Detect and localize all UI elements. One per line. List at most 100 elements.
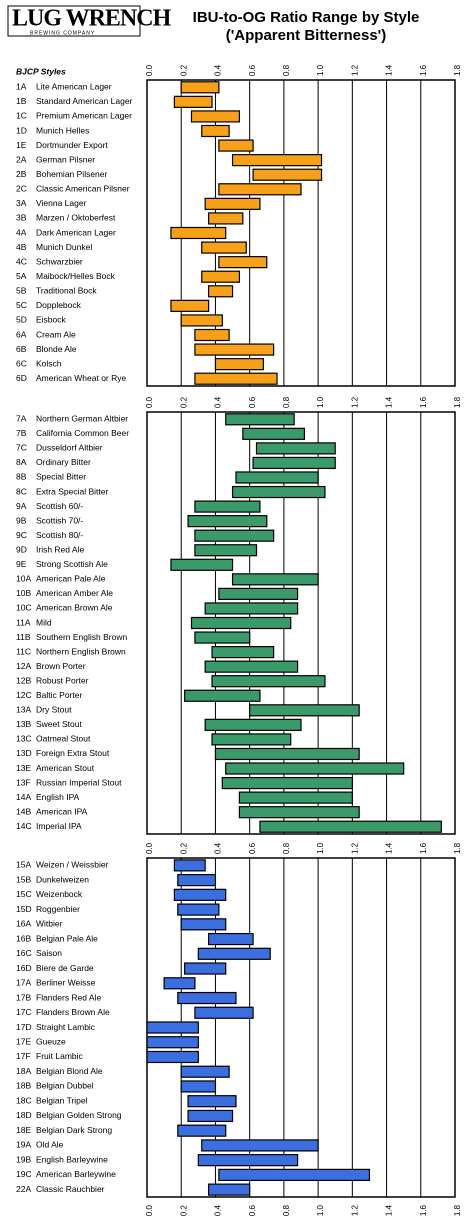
range-bar [194, 500, 261, 513]
range-bar [204, 197, 261, 210]
range-bar [214, 747, 360, 761]
logo-tagline: BREWING COMPANY [30, 30, 95, 36]
range-bar [194, 343, 275, 356]
category-code: 12B [16, 675, 31, 685]
category-label: Imperial IPA [36, 821, 82, 831]
x-tick-label: 1.8 [453, 842, 462, 854]
range-bar [201, 241, 247, 254]
category-code: 4B [16, 242, 27, 252]
category-label: California Common Beer [36, 428, 129, 438]
category-code: 14B [16, 806, 31, 816]
category-label: Witbier [36, 919, 63, 929]
category-label: Ordinary Bitter [36, 457, 91, 467]
category-code: 9E [16, 559, 27, 569]
range-bar [201, 124, 230, 138]
category-label: American Wheat or Rye [36, 373, 126, 383]
x-tick-label: 0.6 [248, 842, 257, 854]
category-code: 9D [16, 544, 27, 554]
category-code: 13C [16, 734, 32, 744]
category-code: 17A [16, 978, 31, 988]
x-tick-label: 0.2 [179, 1204, 188, 1216]
range-bar [214, 358, 264, 371]
category-code: 16C [16, 948, 32, 958]
range-bar [194, 372, 278, 385]
category-label: Dortmunder Export [36, 140, 108, 150]
category-code: 7B [16, 428, 27, 438]
range-bar [211, 733, 292, 746]
category-label: Classic Rauchbier [36, 1184, 105, 1194]
category-code: 8A [16, 457, 27, 467]
category-code: 4A [16, 227, 27, 237]
range-bar [197, 1154, 299, 1167]
category-code: 10B [16, 588, 31, 598]
category-label: Flanders Brown Ale [36, 1007, 110, 1017]
category-label: Special Bitter [36, 472, 86, 482]
range-bar [194, 1006, 254, 1019]
x-tick-label: 1.8 [453, 64, 462, 76]
category-code: 1D [16, 125, 27, 135]
category-label: American Pale Ale [36, 574, 106, 584]
category-code: 7C [16, 443, 27, 453]
range-bar [177, 1124, 227, 1137]
category-code: 8B [16, 472, 27, 482]
range-bar [170, 299, 210, 312]
x-tick-label: 1.0 [316, 1204, 325, 1216]
x-tick-label: 0.6 [248, 64, 257, 76]
category-code: 18D [16, 1110, 32, 1120]
category-label: American Barleywine [36, 1169, 116, 1179]
range-bar [170, 226, 227, 240]
range-bar [252, 456, 336, 470]
x-tick-label: 1.0 [316, 842, 325, 854]
category-label: Foreign Extra Stout [36, 748, 110, 758]
category-label: American IPA [36, 806, 88, 816]
category-label: Belgian Blond Ale [36, 1066, 103, 1076]
x-tick-label: 1.4 [385, 64, 394, 76]
category-code: 6B [16, 344, 27, 354]
x-tick-label: 1.8 [453, 396, 462, 408]
category-label: Sweet Stout [36, 719, 82, 729]
category-label: Baltic Porter [36, 690, 82, 700]
category-label: Dark American Lager [36, 227, 116, 237]
x-tick-label: 1.2 [350, 1204, 359, 1216]
range-bar [218, 587, 299, 600]
range-bar [208, 932, 254, 946]
category-label: Traditional Bock [36, 286, 97, 296]
category-label: Classic American Pilsner [36, 184, 130, 194]
category-code: 1E [16, 140, 27, 150]
x-tick-label: 0.0 [145, 396, 154, 408]
x-tick-label: 0.4 [214, 64, 223, 76]
x-tick-label: 1.0 [316, 396, 325, 408]
logo-frame [7, 5, 141, 37]
range-bar [204, 718, 302, 731]
range-bar [177, 874, 217, 887]
category-code: 1A [16, 82, 27, 92]
category-code: 17F [16, 1051, 31, 1061]
range-bar [242, 427, 306, 440]
range-bar [187, 1109, 234, 1123]
range-bar [204, 660, 299, 673]
category-code: 2B [16, 169, 27, 179]
range-bar [194, 544, 258, 557]
category-label: Weizenbock [36, 889, 83, 899]
x-tick-label: 0.0 [145, 842, 154, 854]
category-label: Lite American Lager [36, 82, 112, 92]
category-code: 5C [16, 300, 27, 310]
category-code: 16D [16, 963, 32, 973]
category-label: Dry Stout [36, 705, 72, 715]
category-label: Northern German Altbier [36, 414, 128, 424]
category-label: Saison [36, 948, 62, 958]
range-bar [231, 154, 323, 167]
category-code: 3A [16, 198, 27, 208]
range-bar [180, 1065, 230, 1078]
range-bar [201, 1139, 319, 1152]
range-bar [225, 762, 405, 775]
category-label: Russian Imperial Stout [36, 777, 122, 787]
range-bar [184, 962, 227, 975]
range-bar [201, 270, 240, 283]
x-tick-label: 1.4 [385, 842, 394, 854]
chart-title: IBU-to-OG Ratio Range by Style [193, 9, 420, 26]
category-code: 9A [16, 501, 27, 511]
category-code: 19B [16, 1154, 31, 1164]
category-code: 13B [16, 719, 31, 729]
